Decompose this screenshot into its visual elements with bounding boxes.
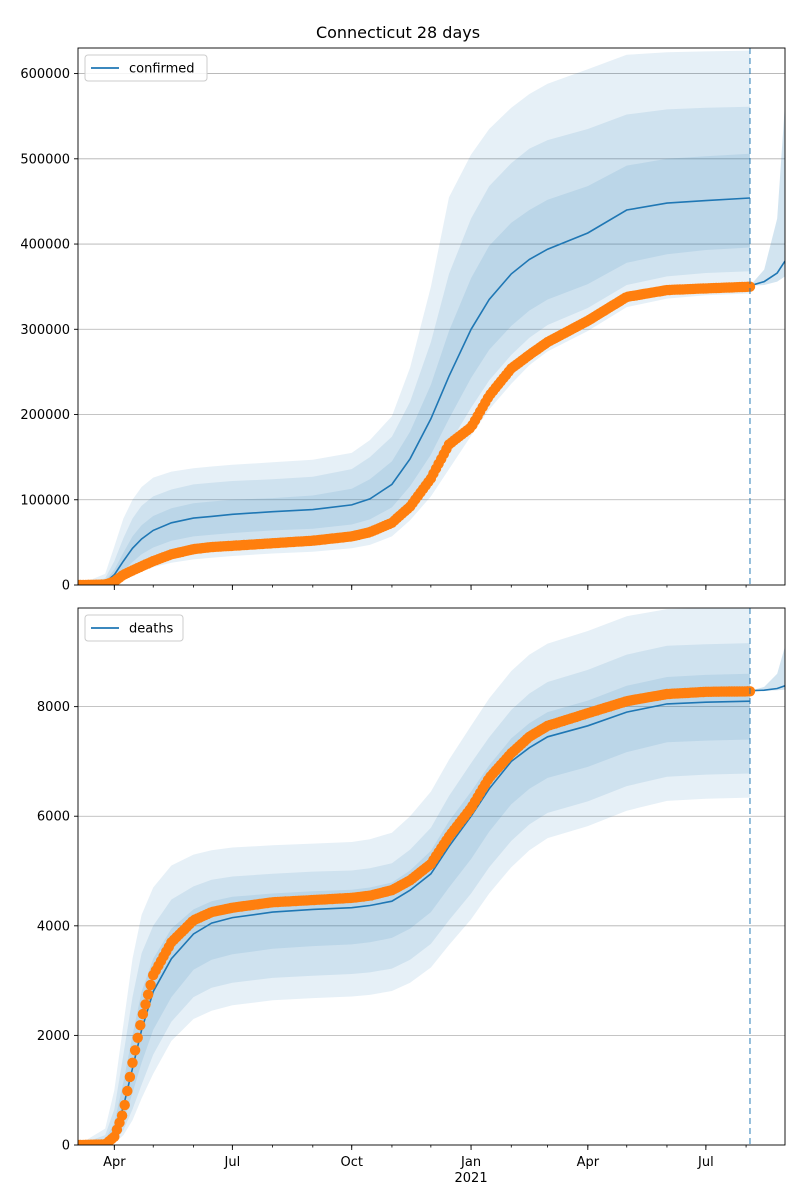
deaths-legend-box — [84, 614, 184, 642]
deaths-observed-point — [116, 1110, 128, 1121]
deaths-forecast-band — [750, 646, 785, 691]
deaths-axes-frame — [77, 607, 786, 1146]
confirmed-band-50 — [78, 153, 750, 585]
confirmed-panel: 0 100000 200000 300000 400000 500000 600000 con… — [20, 47, 786, 594]
confirmed-legend: confirmed — [84, 54, 208, 82]
deaths-y-tick-label: 2000 — [37, 1029, 70, 1044]
deaths-observed-point — [129, 1045, 141, 1056]
deaths-observed-point — [119, 1099, 130, 1111]
deaths-observed-point — [140, 999, 151, 1010]
confirmed-legend-box — [84, 54, 208, 82]
deaths-observed-point — [124, 1071, 136, 1083]
confirmed-plot-area — [78, 50, 785, 585]
deaths-y-tick-label: 4000 — [37, 919, 70, 934]
deaths-y-tick-label: 6000 — [37, 810, 70, 825]
x-tick-label: Jul — [697, 1155, 714, 1170]
confirmed-band-80 — [78, 106, 750, 585]
deaths-legend: deaths — [84, 614, 184, 642]
x-tick-label: Jan — [460, 1155, 481, 1170]
deaths-y-tick-label: 0 — [62, 1139, 70, 1154]
x-axis: Apr Jul Oct Jan Apr Jul 2021 — [103, 1155, 714, 1186]
confirmed-forecast-band — [750, 103, 785, 286]
deaths-observed-series — [78, 686, 756, 1145]
confirmed-y-tick-label: 300000 — [20, 323, 70, 338]
confirmed-y-tick-label: 200000 — [20, 408, 70, 423]
confirmed-observed-series — [78, 281, 756, 585]
confirmed-y-tick-label: 500000 — [20, 152, 70, 167]
deaths-observed-point — [132, 1032, 143, 1044]
x-tick-label: Apr — [577, 1155, 600, 1170]
deaths-observed-point — [127, 1057, 138, 1069]
deaths-plot-area — [78, 608, 785, 1145]
confirmed-axes-frame — [77, 47, 786, 586]
deaths-observed-point — [142, 989, 154, 1000]
confirmed-band-95 — [78, 50, 750, 585]
x-year-label: 2021 — [455, 1171, 488, 1186]
deaths-legend-label: deaths — [129, 622, 174, 637]
x-tick-label: Oct — [340, 1155, 362, 1170]
x-tick-label: Jul — [224, 1155, 241, 1170]
deaths-panel: 0 2000 4000 6000 8000 deaths — [37, 607, 786, 1154]
deaths-observed-point — [137, 1008, 149, 1020]
confirmed-y-tick-label: 600000 — [20, 67, 70, 82]
confirmed-observed-point — [744, 281, 756, 292]
confirmed-y-tick-label: 400000 — [20, 238, 70, 253]
confirmed-model-line — [78, 197, 751, 585]
deaths-forecast-line — [749, 685, 785, 692]
x-tick-label: Apr — [103, 1155, 126, 1170]
deaths-observed-point — [122, 1085, 133, 1097]
confirmed-y-tick-label: 100000 — [20, 493, 70, 508]
deaths-observed-point — [135, 1019, 146, 1031]
confirmed-legend-label: confirmed — [129, 62, 195, 77]
chart-title: Connecticut 28 days — [316, 23, 480, 42]
deaths-band-80 — [78, 643, 750, 1145]
deaths-band-50 — [78, 673, 750, 1145]
confirmed-y-tick-label: 0 — [62, 579, 70, 594]
confirmed-forecast-line — [749, 260, 785, 287]
deaths-observed-point — [145, 979, 156, 991]
deaths-y-tick-label: 8000 — [37, 700, 70, 715]
